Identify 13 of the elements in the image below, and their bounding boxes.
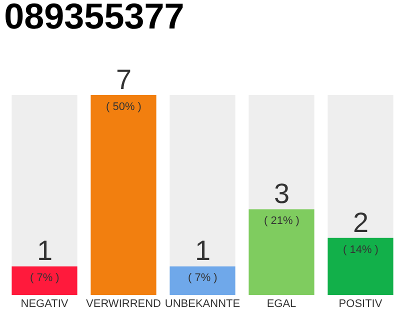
x-tick-label: UNBEKANNTE <box>164 298 240 310</box>
data-label: 3 ( 21% ) <box>264 178 300 227</box>
bar <box>170 266 236 295</box>
data-label: 1 ( 7% ) <box>188 235 218 284</box>
chart-title: 089355377 <box>4 0 184 36</box>
x-tick-label: POSITIV <box>338 298 383 310</box>
x-tick-label: NEGATIV <box>20 298 69 310</box>
data-label: 2 ( 14% ) <box>343 207 378 256</box>
data-label: 7 ( 50% ) <box>106 64 142 113</box>
x-tick-label: VERWIRREND <box>86 298 162 310</box>
data-label: 1 ( 7% ) <box>30 235 60 284</box>
bar <box>12 266 78 295</box>
x-tick-label: EGAL <box>266 298 296 310</box>
